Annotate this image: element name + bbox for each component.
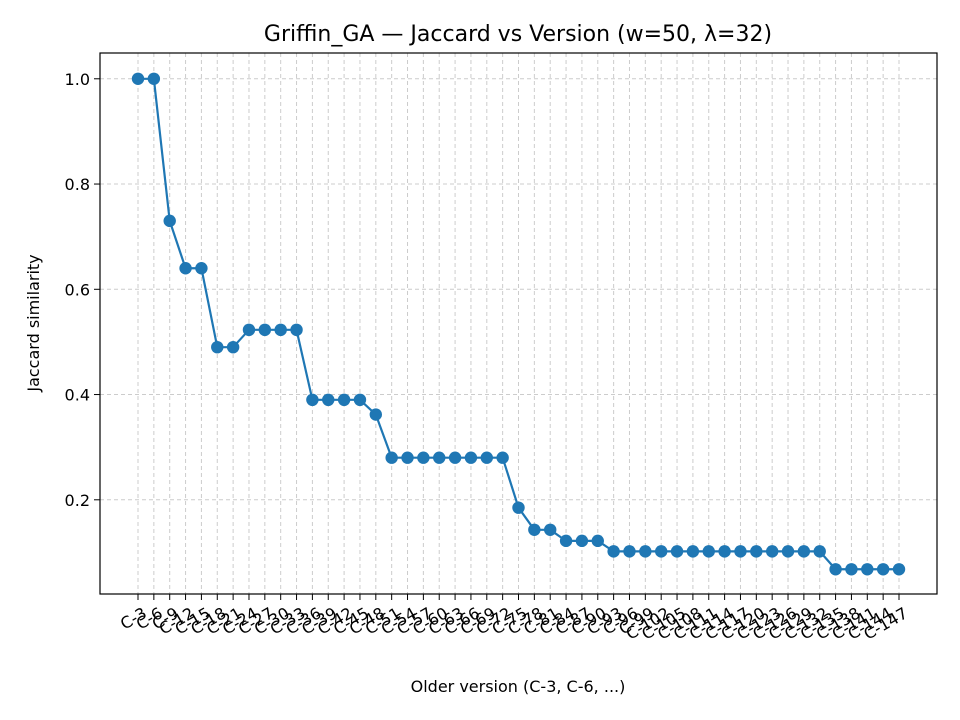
data-point [131,72,145,85]
data-point [591,534,604,548]
x-axis-title: Older version (C-3, C-6, ...) [411,677,626,696]
y-tick-label: 0.4 [65,386,90,405]
y-tick-label: 0.2 [65,491,90,510]
data-point [623,545,636,558]
data-point [813,545,826,558]
data-point [607,545,620,558]
data-point [575,534,589,548]
data-point [242,323,256,337]
data-point [528,523,541,536]
data-point [845,563,858,576]
y-tick-label: 0.8 [65,175,90,194]
data-point [750,545,763,558]
data-point [163,214,176,228]
y-tick-label: 0.6 [65,280,90,299]
data-point [765,545,779,558]
data-point [353,393,367,407]
y-axis: 0.2 0.4 0.6 0.8 1.0 [65,70,100,510]
data-point [876,563,890,576]
data-point [734,545,747,558]
data-point [274,323,287,337]
data-point [496,451,509,464]
data-point [179,262,192,275]
series-layer [131,72,906,576]
data-point [512,501,525,514]
data-point [639,545,652,558]
x-axis: C-3C-6C-9C-12C-15C-18C-21C-24C-27C-30C-3… [117,594,911,644]
data-point [686,545,700,558]
data-point [290,323,303,337]
data-point [147,72,161,85]
data-point [385,451,398,464]
data-point [702,545,715,558]
data-point [861,563,874,576]
data-point [670,545,684,558]
data-point [258,323,272,337]
data-point [448,451,462,464]
data-point [369,408,383,421]
data-point [829,563,842,576]
data-point [322,393,335,407]
data-point [718,545,731,558]
data-point [211,340,224,354]
data-point [337,393,351,407]
chart-title: Griffin_GA — Jaccard vs Version (w=50, λ… [264,22,772,47]
data-point [781,545,795,558]
data-point [195,262,208,275]
y-tick-label: 1.0 [65,70,90,89]
data-point [226,340,240,354]
grid-layer [100,53,937,594]
data-point [559,534,573,548]
data-point [892,563,906,576]
data-point [401,451,414,464]
data-point [306,393,319,407]
data-point [417,451,430,464]
data-point [433,451,446,464]
data-point [480,451,493,464]
data-point [544,523,557,536]
data-point [464,451,478,464]
data-point [797,545,811,558]
y-axis-title: Jaccard similarity [24,254,43,392]
data-point [654,545,668,558]
